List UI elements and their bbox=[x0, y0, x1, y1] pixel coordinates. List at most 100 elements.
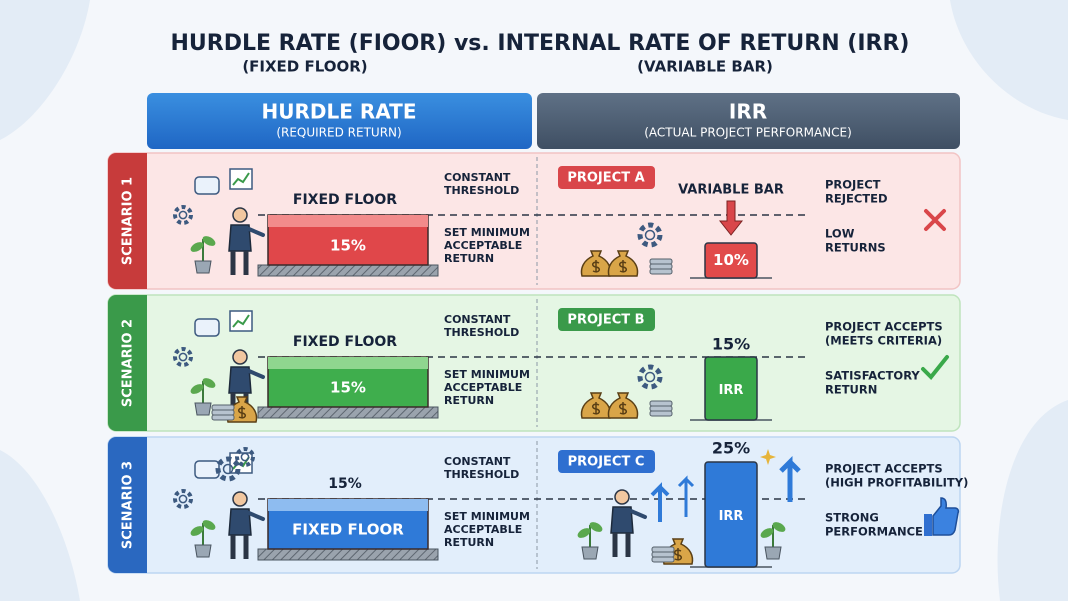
coin bbox=[211, 409, 235, 416]
note-text: ACCEPTABLE bbox=[444, 523, 522, 536]
leaf bbox=[202, 520, 216, 530]
gear-hub bbox=[644, 229, 656, 241]
gear-hub bbox=[178, 210, 188, 220]
gear bbox=[235, 447, 255, 467]
gear bbox=[173, 347, 193, 367]
person-arm bbox=[247, 369, 265, 379]
column-subtitle: (ACTUAL PROJECT PERFORMANCE) bbox=[644, 126, 852, 140]
corner-blob bbox=[0, 450, 80, 601]
gear bbox=[173, 205, 193, 225]
floor-above: FIXED FLOOR bbox=[293, 334, 397, 350]
coin bbox=[211, 404, 235, 411]
chat-icon bbox=[194, 176, 220, 195]
chart-icon bbox=[229, 310, 253, 332]
corner-blob bbox=[950, 0, 1068, 120]
result-text: SATISFACTORY bbox=[825, 369, 920, 383]
subtitle: (FIXED FLOOR) bbox=[242, 58, 367, 76]
leaf bbox=[577, 528, 591, 538]
coin bbox=[651, 556, 675, 563]
column-title: HURDLE RATE bbox=[262, 100, 417, 124]
floor-bar-top bbox=[268, 357, 428, 369]
gear-hub bbox=[222, 463, 234, 475]
leaf bbox=[190, 526, 204, 536]
floor-bar-top bbox=[268, 499, 428, 511]
scenario-row: SCENARIO 3 15% FIXED FLOOR CONSTANTTHRESHOL… bbox=[107, 436, 968, 574]
irr-above: 25% bbox=[712, 439, 750, 458]
floor-base bbox=[257, 264, 439, 277]
scenario-row: SCENARIO 2 FIXED FLOOR 15% CONSTANTTHRESHOL… bbox=[107, 294, 961, 432]
irr-bar bbox=[704, 461, 758, 568]
leaf bbox=[760, 528, 774, 538]
chart-line bbox=[232, 172, 250, 186]
pot bbox=[194, 402, 212, 416]
thumbs-up bbox=[932, 497, 960, 536]
title: HURDLE RATE (FIOOR) vs. INTERNAL RATE OF… bbox=[171, 31, 910, 56]
sparkle bbox=[760, 449, 776, 465]
corner-blob bbox=[0, 0, 90, 140]
irr-above: 15% bbox=[712, 335, 750, 354]
column-title: IRR bbox=[729, 100, 767, 124]
coin bbox=[649, 258, 673, 265]
leaf bbox=[202, 236, 216, 246]
growth-arrow bbox=[779, 455, 801, 502]
irr-bar bbox=[704, 356, 758, 421]
coin bbox=[649, 268, 673, 275]
money-sign bbox=[619, 402, 627, 415]
scenario-label: SCENARIO 1 bbox=[121, 177, 136, 265]
leaf bbox=[202, 378, 216, 388]
project-label: PROJECT C bbox=[568, 455, 645, 470]
scenario-row: SCENARIO 1 FIXED FLOOR 15% CONSTANTTHRESHOL… bbox=[107, 152, 961, 290]
person-body bbox=[228, 224, 252, 252]
reject-icon bbox=[924, 209, 946, 231]
gear-hub bbox=[644, 371, 656, 383]
pot bbox=[194, 544, 212, 558]
subtitle: (VARIABLE BAR) bbox=[637, 58, 773, 76]
result-text: (HIGH PROFITABILITY) bbox=[825, 476, 968, 490]
person-head bbox=[614, 489, 630, 505]
note-text: THRESHOLD bbox=[444, 326, 519, 339]
coin bbox=[211, 414, 235, 421]
floor-inside: FIXED FLOOR bbox=[292, 521, 404, 539]
note-text: SET MINIMUM bbox=[444, 510, 530, 523]
leaf bbox=[190, 384, 204, 394]
column-header bbox=[147, 93, 532, 149]
irr-bar bbox=[704, 242, 758, 279]
scenario-tab bbox=[108, 295, 147, 431]
leaf bbox=[772, 522, 786, 532]
chart-line bbox=[232, 314, 250, 328]
accept-icon bbox=[921, 355, 949, 380]
money-sign bbox=[619, 260, 627, 273]
person-body bbox=[228, 508, 252, 536]
scenario-label: SCENARIO 3 bbox=[121, 461, 136, 549]
floor-inside: 15% bbox=[330, 237, 366, 255]
chat-icon bbox=[194, 318, 220, 337]
leaf bbox=[190, 242, 204, 252]
gear-hub bbox=[178, 494, 188, 504]
note-text: ACCEPTABLE bbox=[444, 381, 522, 394]
coin bbox=[651, 551, 675, 558]
coin bbox=[649, 400, 673, 407]
irr-inside: 10% bbox=[713, 251, 749, 269]
scenario-tab bbox=[108, 153, 147, 289]
person-arm bbox=[629, 509, 647, 519]
pot bbox=[581, 546, 599, 560]
result-text: PROJECT ACCEPTS bbox=[825, 320, 943, 334]
gear bbox=[637, 222, 663, 248]
down-arrow bbox=[718, 200, 744, 236]
note-text: RETURN bbox=[444, 252, 494, 265]
floor-inside: 15% bbox=[330, 379, 366, 397]
note-text: ACCEPTABLE bbox=[444, 239, 522, 252]
chart-icon bbox=[229, 168, 253, 190]
money-sign bbox=[592, 402, 600, 415]
floor-above: 15% bbox=[328, 476, 362, 492]
result-text: (MEETS CRITERIA) bbox=[825, 334, 942, 348]
note-text: THRESHOLD bbox=[444, 184, 519, 197]
person-body bbox=[228, 366, 252, 394]
floor-above: FIXED FLOOR bbox=[293, 192, 397, 208]
person-legs bbox=[612, 533, 631, 557]
note-text: CONSTANT bbox=[444, 313, 511, 326]
column-subtitle: (REQUIRED RETURN) bbox=[276, 126, 401, 140]
note-text: SET MINIMUM bbox=[444, 368, 530, 381]
money-sign bbox=[674, 548, 682, 561]
